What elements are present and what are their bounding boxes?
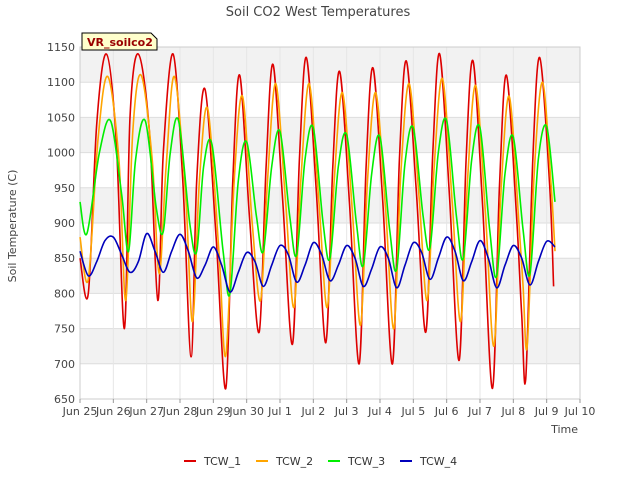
x-tick-label: Jun 25 [62, 405, 98, 418]
y-tick-label: 1050 [47, 111, 75, 124]
x-tick-label: Jul 8 [500, 405, 525, 418]
x-axis-label: Time [550, 423, 578, 436]
chart-title: Soil CO2 West Temperatures [226, 5, 411, 20]
legend: TCW_1 TCW_2 TCW_3 TCW_4 [184, 455, 457, 468]
x-tick-label: Jun 29 [195, 405, 231, 418]
legend-item: TCW_2 [256, 455, 313, 468]
plot-frame [79, 46, 581, 400]
legend-label: TCW_1 [203, 455, 241, 468]
x-tick-label: Jul 6 [434, 405, 459, 418]
annotation-box: VR_soilco2 [81, 32, 158, 51]
y-tick-label: 700 [54, 358, 75, 371]
x-tick-label: Jul 7 [467, 405, 492, 418]
y-tick-label: 850 [54, 252, 75, 265]
x-tick-label: Jul 1 [267, 405, 292, 418]
y-tick-label: 900 [54, 217, 75, 230]
x-tick-label: Jun 30 [228, 405, 264, 418]
series-line-tcw-4 [79, 232, 556, 293]
x-tick-label: Jul 4 [367, 405, 392, 418]
y-axis-ticks: 650 700 750 800 850 900 950 1000 1050 1100 1150 [47, 41, 75, 406]
series-line-tcw-3 [79, 117, 556, 297]
y-tick-label: 800 [54, 287, 75, 300]
x-tick-label: Jul 10 [564, 405, 596, 418]
x-tick-label: Jun 26 [95, 405, 131, 418]
x-tick-label: Jun 28 [162, 405, 198, 418]
y-tick-label: 1000 [47, 147, 75, 160]
y-tick-label: 1100 [47, 76, 75, 89]
series-layer [79, 52, 556, 390]
y-tick-label: 950 [54, 182, 75, 195]
x-tick-label: Jul 5 [400, 405, 425, 418]
annotation-label: VR_soilco2 [87, 36, 153, 49]
y-axis-label: Soil Temperature (C) [6, 170, 19, 283]
plot-band [80, 47, 580, 83]
annotation-box-shape [81, 32, 158, 51]
x-tick-label: Jun 27 [128, 405, 164, 418]
legend-label: TCW_4 [419, 455, 457, 468]
y-tick-label: 650 [54, 393, 75, 406]
legend-item: TCW_1 [184, 455, 241, 468]
y-tick-label: 750 [54, 323, 75, 336]
legend-label: TCW_3 [347, 455, 385, 468]
x-tick-label: Jul 3 [334, 405, 359, 418]
plot-band [80, 328, 580, 364]
y-tick-label: 1150 [47, 41, 75, 54]
series-line-tcw-2 [79, 73, 556, 358]
legend-label: TCW_2 [275, 455, 313, 468]
legend-item: TCW_3 [328, 455, 385, 468]
x-tick-label: Jul 9 [534, 405, 559, 418]
legend-item: TCW_4 [400, 455, 457, 468]
x-tick-label: Jul 2 [300, 405, 325, 418]
